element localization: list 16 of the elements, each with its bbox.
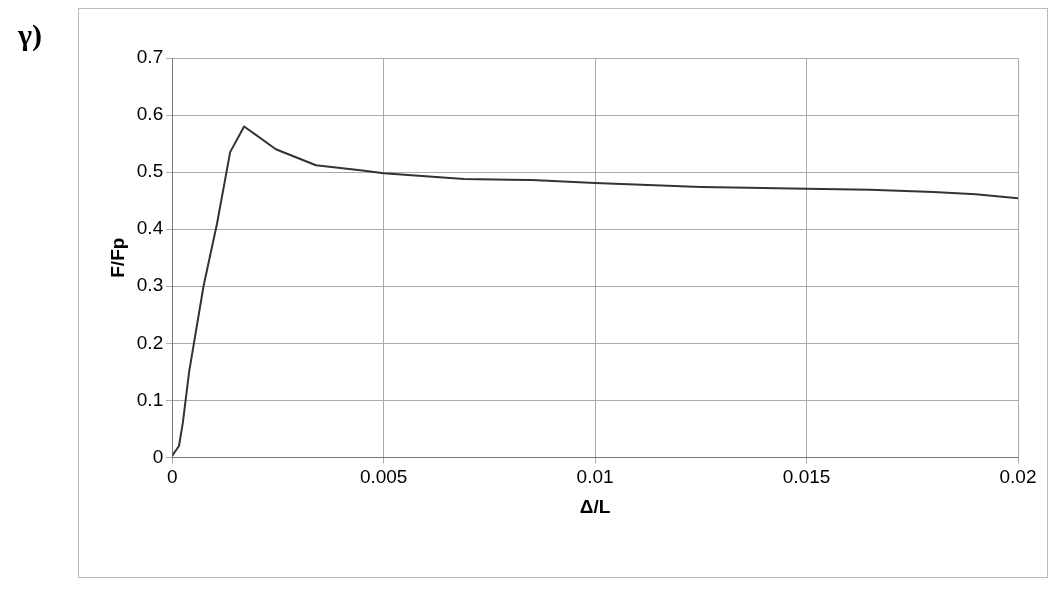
x-tick-label: 0: [166, 466, 178, 488]
y-tick-label: 0.4: [136, 217, 164, 239]
y-tick-label: 0.5: [136, 160, 164, 182]
y-tick-label: 0.3: [136, 274, 164, 296]
x-tick-label: 0.01: [576, 466, 614, 488]
x-tick-label: 0.02: [999, 466, 1037, 488]
y-axis-title: F/Fp: [106, 237, 128, 278]
x-tick-label: 0.005: [359, 466, 408, 488]
y-tick-label: 0.2: [136, 331, 164, 353]
x-tick-label: 0.015: [782, 466, 831, 488]
y-tick-label: 0: [152, 445, 164, 467]
x-axis-title: Δ/L: [579, 495, 611, 517]
y-tick-label: 0.1: [136, 388, 164, 410]
y-tick-label: 0.6: [136, 103, 164, 125]
y-tick-label: 0.7: [136, 46, 164, 68]
text: γ): [18, 18, 43, 52]
